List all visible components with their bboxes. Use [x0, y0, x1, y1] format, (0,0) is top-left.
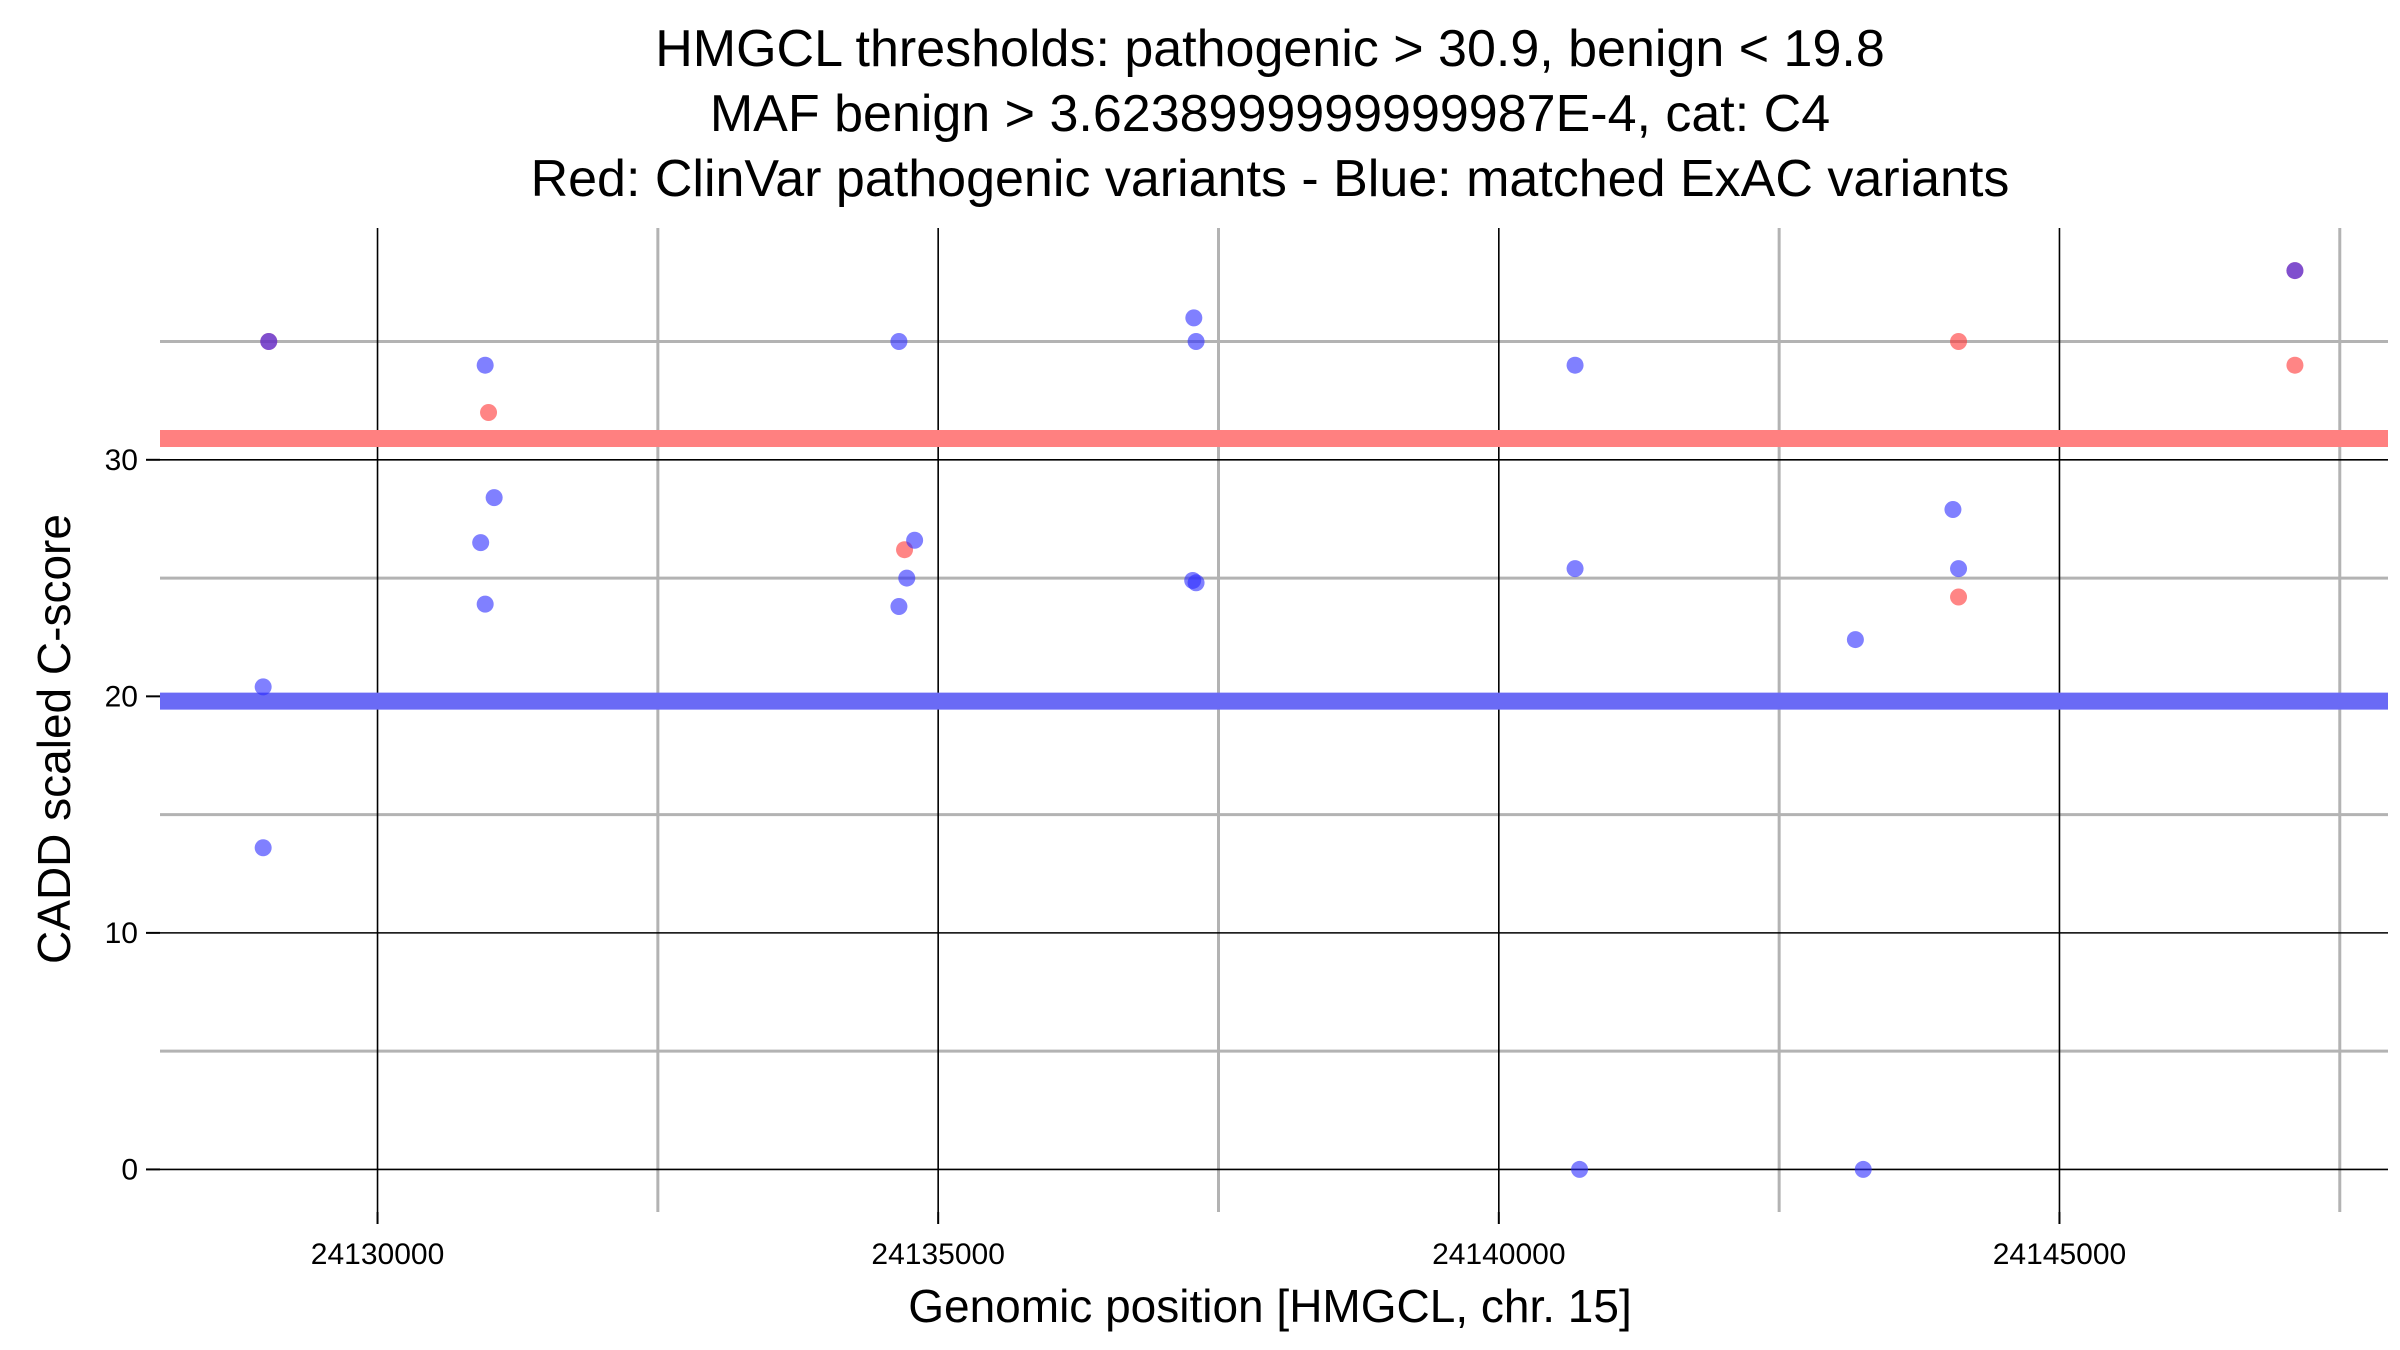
exac-point	[1566, 560, 1584, 578]
exac-point	[1571, 1160, 1589, 1178]
chart-title-line-2: MAF benign > 3.6238999999999987E-4, cat:…	[710, 85, 1830, 143]
y-axis-ticks: 0 10 20 30	[105, 444, 160, 1186]
x-axis-title: Genomic position [HMGCL, chr. 15]	[908, 1280, 1632, 1332]
y-tick-label: 20	[105, 680, 138, 713]
y-tick-label: 0	[121, 1153, 138, 1186]
minor-gridlines	[160, 228, 2388, 1212]
y-tick-label: 10	[105, 917, 138, 950]
clinvar-point	[2286, 356, 2304, 374]
clinvar-point	[480, 404, 498, 421]
x-tick-label: 24130000	[311, 1238, 444, 1271]
chart-title: HMGCL thresholds: pathogenic > 30.9, ben…	[531, 20, 2010, 208]
exac-point	[1187, 333, 1205, 351]
y-tick-label: 30	[105, 444, 138, 477]
exac-point	[2286, 262, 2304, 280]
x-tick-label: 24135000	[871, 1238, 1004, 1271]
y-axis-title: CADD scaled C-score	[28, 514, 80, 964]
clinvar-point	[1950, 588, 1968, 606]
exac-point	[906, 531, 924, 549]
exac-point	[1854, 1160, 1872, 1178]
exac-point	[476, 595, 494, 613]
exac-point	[1185, 309, 1203, 327]
chart-title-line-1: HMGCL thresholds: pathogenic > 30.9, ben…	[655, 20, 1885, 78]
exac-point	[898, 569, 916, 587]
clinvar-point	[1950, 333, 1968, 351]
exac-point	[890, 333, 908, 351]
data-points	[254, 262, 2304, 1178]
exac-point	[254, 678, 272, 696]
exac-point	[1187, 574, 1205, 592]
exac-point	[260, 333, 278, 351]
x-tick-label: 24145000	[1993, 1238, 2126, 1271]
exac-point	[472, 534, 490, 552]
exac-point	[476, 356, 494, 374]
exac-point	[254, 839, 272, 857]
exac-point	[890, 597, 908, 615]
exac-point	[1944, 500, 1962, 518]
threshold-lines	[160, 430, 2388, 710]
exac-point	[485, 489, 503, 507]
chart-title-line-3: Red: ClinVar pathogenic variants - Blue:…	[531, 150, 2010, 208]
exac-point	[1846, 631, 1864, 649]
x-axis-ticks: 24130000 24135000 24140000 24145000	[311, 1212, 2126, 1271]
exac-point	[1566, 356, 1584, 374]
x-tick-label: 24140000	[1432, 1238, 1565, 1271]
major-gridlines	[160, 228, 2388, 1212]
exac-point	[1950, 560, 1968, 578]
